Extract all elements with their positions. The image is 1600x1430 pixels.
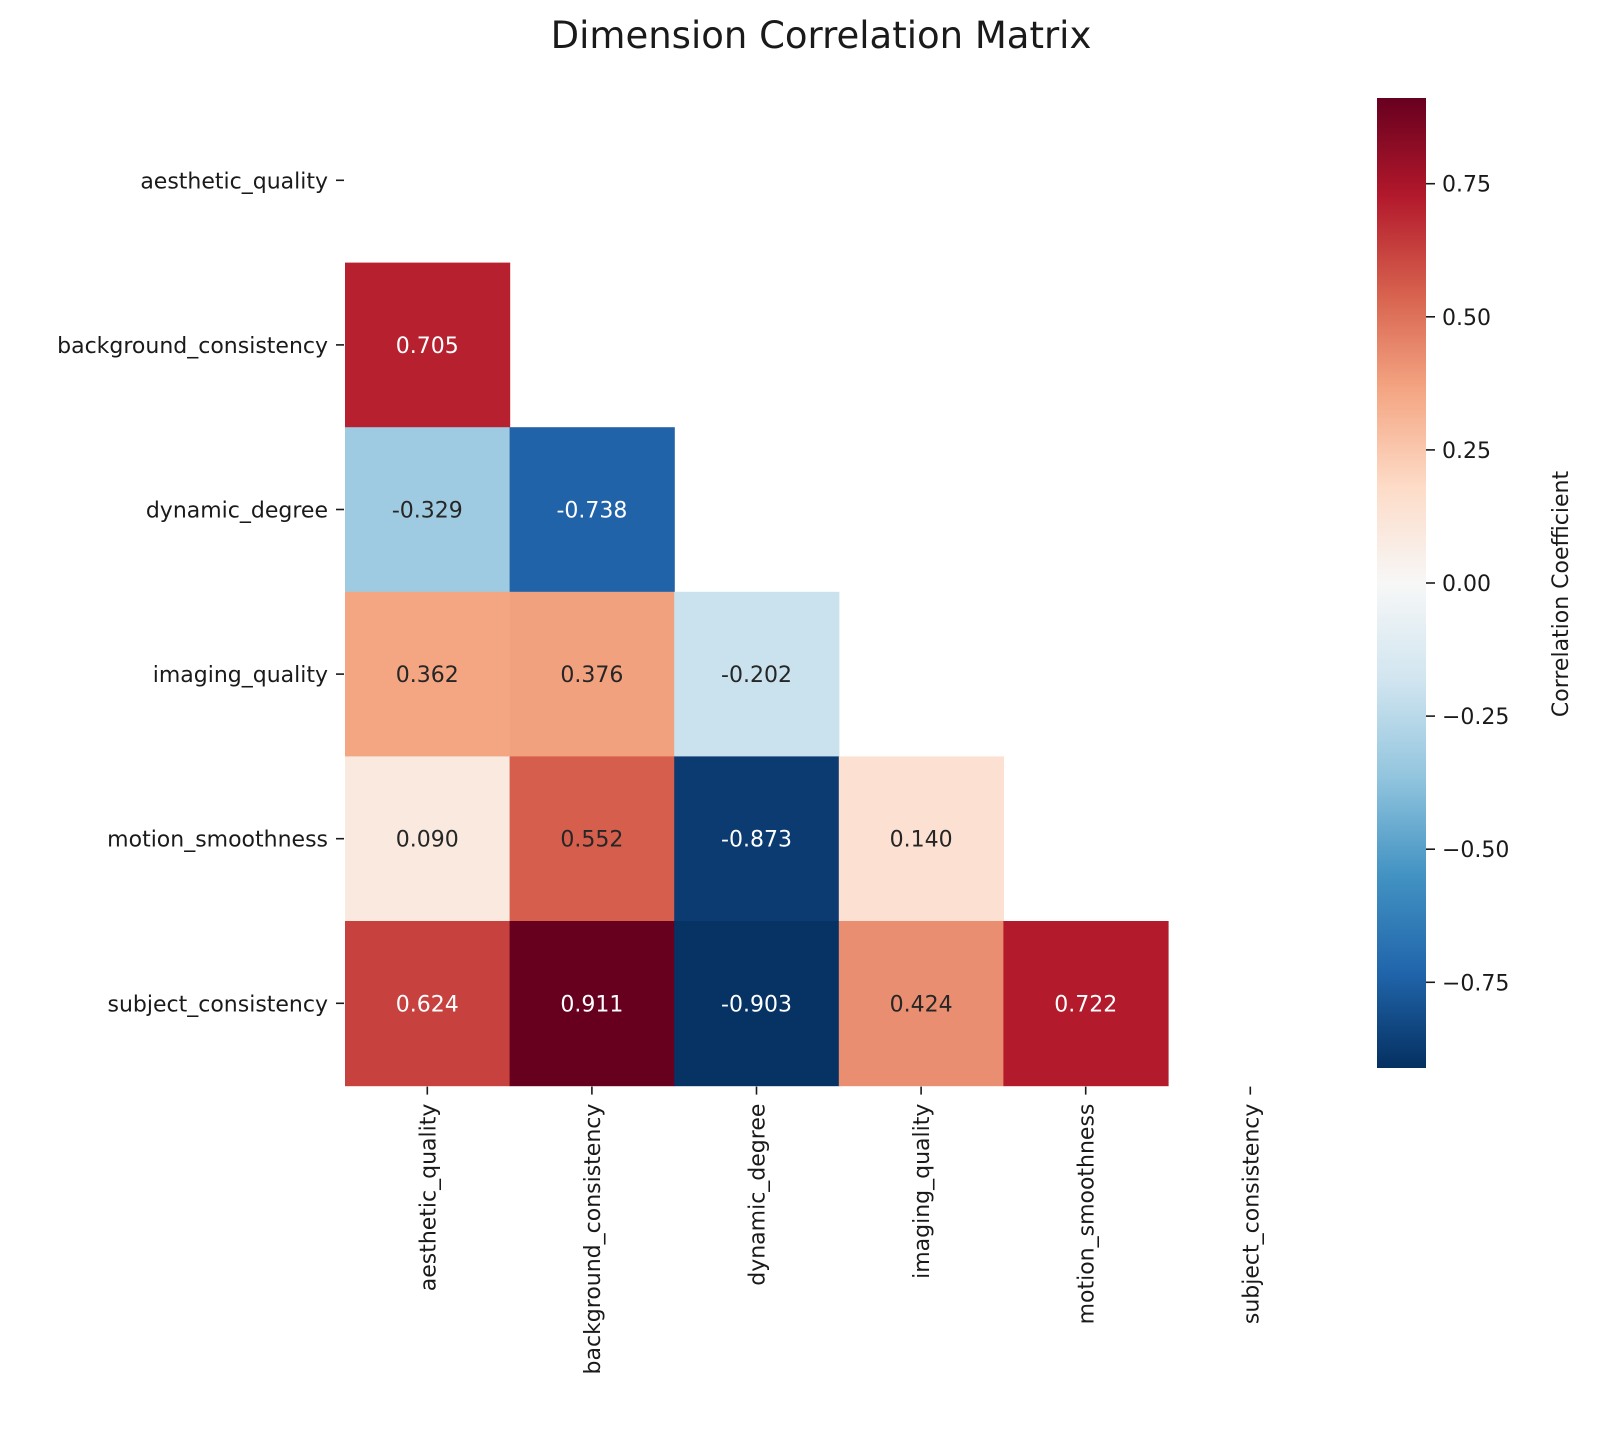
x-tick-label: subject_consistency xyxy=(1239,1104,1264,1325)
heatmap-cell xyxy=(345,262,511,428)
cell-annotations: 0.705 -0.329 -0.738 0.362 0.376 -0.202 0.090 0.… xyxy=(392,334,1117,1017)
cell-value-label: 0.376 xyxy=(560,663,623,688)
cell-value-label: 0.624 xyxy=(396,992,459,1017)
y-tick-label: aesthetic_quality xyxy=(140,169,328,194)
x-tick-label: imaging_quality xyxy=(910,1104,935,1279)
cell-value-label: -0.873 xyxy=(721,828,792,853)
cell-value-label: 0.424 xyxy=(890,992,953,1017)
colorbar-tick-label: −0.50 xyxy=(1442,838,1509,863)
cell-value-label: -0.738 xyxy=(556,499,627,524)
heatmap-cell xyxy=(1003,921,1169,1087)
y-tick-label: dynamic_degree xyxy=(146,499,328,524)
y-tick-label: motion_smoothness xyxy=(107,828,328,853)
cell-value-label: -0.903 xyxy=(721,992,792,1017)
chart-title: Dimension Correlation Matrix xyxy=(551,14,1092,57)
y-tick-label: imaging_quality xyxy=(153,663,328,688)
colorbar-ticks: 0.75 0.50 0.25 0.00 −0.25 −0.50 −0.75 xyxy=(1426,173,1509,996)
heatmap-cell xyxy=(345,591,511,757)
heatmap-cell xyxy=(674,921,840,1087)
cell-value-label: 0.705 xyxy=(396,334,459,359)
y-tick-label: subject_consistency xyxy=(108,992,329,1017)
heatmap-cell xyxy=(509,427,675,593)
heatmap-cell xyxy=(345,921,511,1087)
colorbar-tick-label: 0.50 xyxy=(1442,306,1491,331)
heatmap-cells xyxy=(345,262,1169,1087)
cell-value-label: 0.552 xyxy=(560,828,623,853)
cell-value-label: -0.329 xyxy=(392,499,463,524)
y-axis: aesthetic_quality background_consistencyd… xyxy=(57,169,344,1017)
colorbar-label: Correlation Coefficient xyxy=(1549,471,1574,718)
x-tick-label: aesthetic_quality xyxy=(416,1104,441,1292)
x-axis: aesthetic_quality background_consistency d… xyxy=(416,1086,1264,1375)
x-tick-label: dynamic_degree xyxy=(746,1104,771,1286)
cell-value-label: 0.140 xyxy=(890,828,953,853)
heatmap-cell xyxy=(674,756,840,922)
heatmap-cell xyxy=(345,427,511,593)
colorbar-tick-label: 0.00 xyxy=(1442,572,1491,597)
y-tick-label: background_consistency xyxy=(57,334,328,359)
heatmap-cell xyxy=(509,591,675,757)
x-tick-label: motion_smoothness xyxy=(1075,1104,1100,1325)
colorbar-tick-label: −0.25 xyxy=(1442,705,1509,730)
x-tick-label: background_consistency xyxy=(581,1104,606,1375)
cell-value-label: 0.911 xyxy=(560,992,623,1017)
heatmap-cell xyxy=(838,756,1004,922)
cell-value-label: 0.362 xyxy=(396,663,459,688)
heatmap-cell xyxy=(509,756,675,922)
heatmap-cell xyxy=(838,921,1004,1087)
heatmap-cell xyxy=(674,591,840,757)
colorbar: 0.75 0.50 0.25 0.00 −0.25 −0.50 −0.75 Correlat… xyxy=(1377,98,1574,1068)
colorbar-tick-label: 0.25 xyxy=(1442,439,1491,464)
cell-value-label: 0.090 xyxy=(396,828,459,853)
heatmap-cell xyxy=(345,756,511,922)
cell-value-label: 0.722 xyxy=(1054,992,1117,1017)
colorbar-tick-label: 0.75 xyxy=(1442,173,1491,198)
colorbar-tick-label: −0.75 xyxy=(1442,971,1509,996)
heatmap-cell xyxy=(509,921,675,1087)
colorbar-gradient xyxy=(1377,98,1426,1068)
cell-value-label: -0.202 xyxy=(721,663,792,688)
